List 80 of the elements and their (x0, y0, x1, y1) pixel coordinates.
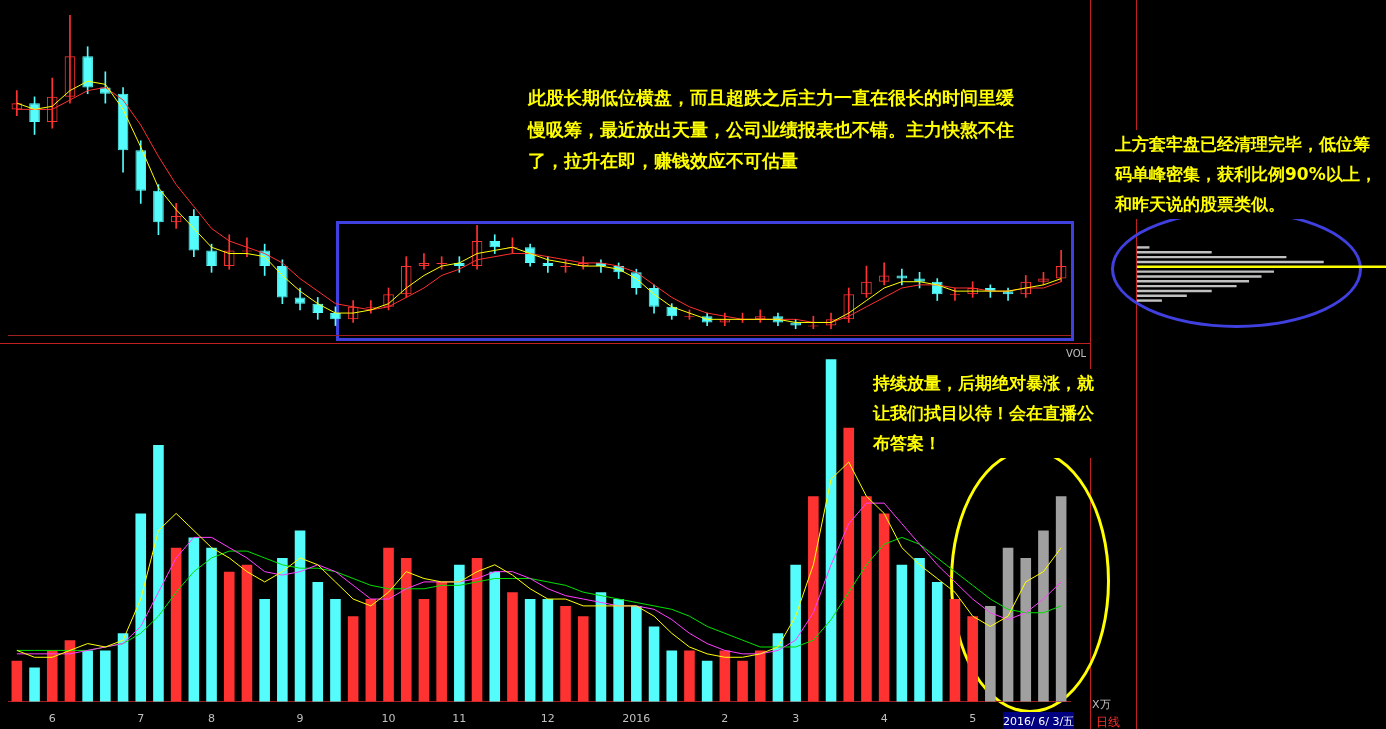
x-tick-label: 10 (381, 712, 396, 726)
bar (365, 599, 377, 702)
bar (684, 650, 695, 702)
bar (985, 605, 996, 702)
x-tick-label: 11 (452, 712, 467, 726)
bar (330, 599, 341, 702)
bar (11, 660, 23, 702)
bar (825, 359, 837, 702)
bar (153, 444, 164, 702)
bar (878, 513, 890, 702)
x-tick-label: 6 (48, 712, 56, 726)
bar (861, 496, 872, 702)
bar (1137, 246, 1150, 249)
bar (277, 557, 288, 702)
bar (754, 650, 766, 702)
bar (967, 616, 978, 702)
bar (347, 616, 359, 702)
x-tick-label: 12 (540, 712, 555, 726)
bar (1020, 557, 1032, 702)
text: X万 (1092, 697, 1111, 713)
bar (1137, 299, 1162, 302)
bar (542, 599, 554, 702)
bar (400, 557, 412, 702)
bar (843, 427, 855, 702)
bar (560, 605, 571, 702)
bar (577, 616, 589, 702)
bar (1055, 496, 1067, 702)
bar (135, 513, 147, 702)
text: 上方套牢盘已经清理完毕，低位筹码单峰密集，获利比例90%以上，和昨天说的股票类似。 (1115, 130, 1385, 220)
x-tick-label: 3 (792, 712, 800, 726)
bar (471, 557, 483, 702)
bar (648, 626, 660, 702)
bar (507, 592, 518, 702)
bar (29, 667, 40, 702)
text: 日线 (1096, 714, 1120, 729)
bar (454, 564, 465, 702)
bar (790, 564, 801, 702)
bar (241, 564, 253, 702)
bar (418, 599, 430, 702)
bar (383, 547, 394, 702)
bar (737, 660, 748, 702)
bar (808, 496, 819, 702)
bar (1137, 275, 1262, 278)
text: VOL (1066, 347, 1087, 361)
bar (595, 592, 607, 702)
x-tick-label: 2 (721, 712, 729, 726)
bar (294, 530, 306, 702)
bar (206, 547, 217, 702)
text: 2016/ 6/ 3/五 (1003, 712, 1075, 729)
bar (1002, 547, 1014, 702)
bar (259, 599, 270, 702)
x-tick-label: 9 (296, 712, 304, 726)
bar (613, 599, 624, 702)
annotation: 此股长期低位横盘，而且超跌之后主力一直在很长的时间里缓慢吸筹，最近放出天量，公司业绩报表也不错。主力快熬不住了，拉升在即，赚钱效应不可估量 (528, 82, 1018, 177)
bar (719, 650, 731, 702)
bar (914, 557, 925, 702)
x-tick-label: 7 (137, 712, 145, 726)
bar (489, 571, 501, 702)
bar (631, 605, 642, 702)
bar (312, 581, 324, 702)
bar (100, 650, 111, 702)
x-tick-label: 5 (969, 712, 977, 726)
bar (1038, 530, 1049, 702)
bar (170, 547, 182, 702)
bar (931, 581, 943, 702)
bar (46, 650, 58, 702)
bar (82, 650, 93, 702)
bar (949, 599, 961, 702)
bar (701, 660, 713, 702)
bar (1137, 270, 1274, 273)
bar (524, 599, 536, 702)
x-tick-label: 8 (208, 712, 216, 726)
bar (436, 581, 447, 702)
annotation: 持续放量，后期绝对暴涨，就让我们拭目以待！会在直播公布答案！ (873, 369, 1109, 459)
bar (666, 650, 678, 702)
x-tick-label: 2016 (622, 712, 651, 726)
bar (896, 564, 908, 702)
bar (223, 571, 235, 702)
x-tick-label: 4 (880, 712, 888, 726)
bar (188, 537, 200, 702)
